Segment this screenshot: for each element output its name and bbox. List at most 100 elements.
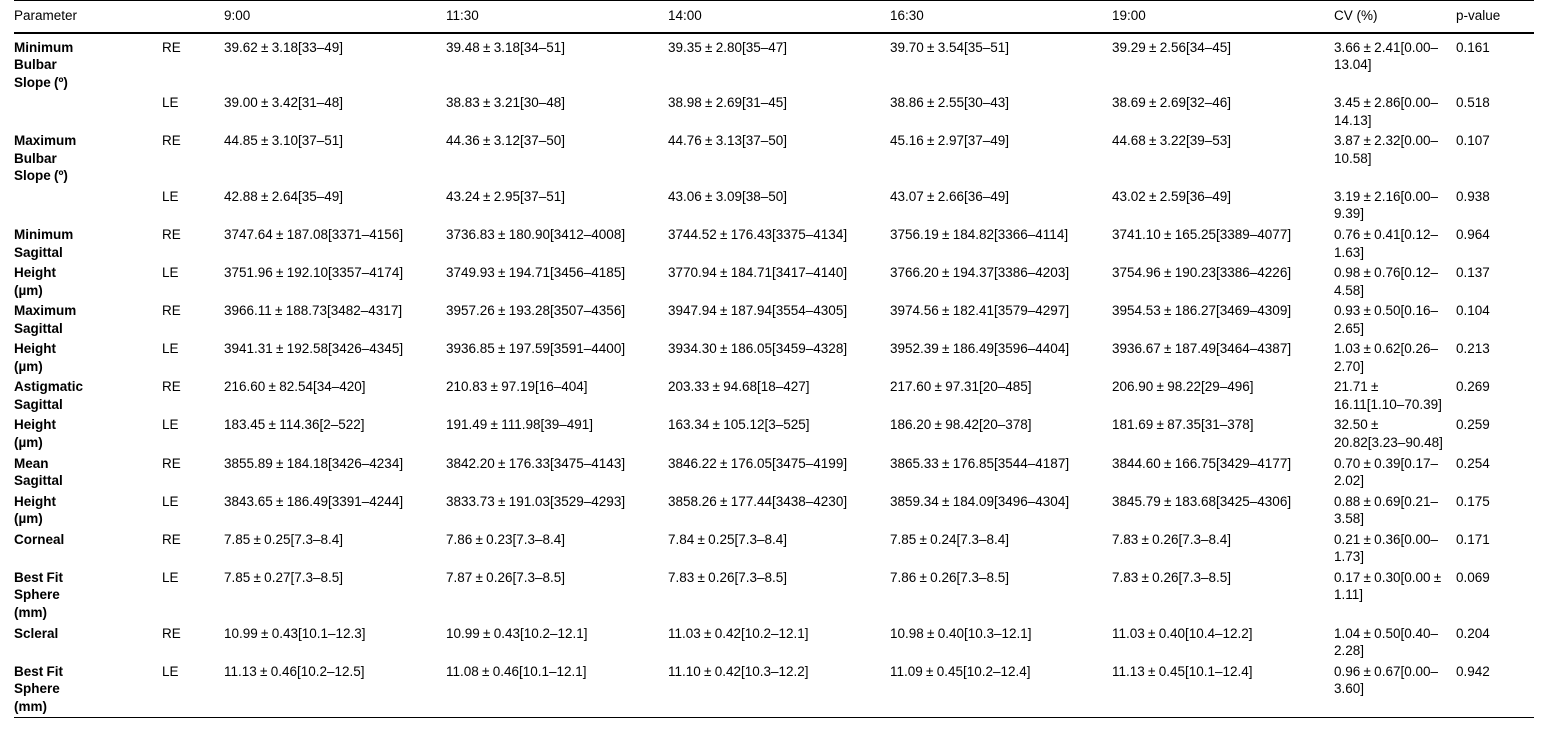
measurements-table: Parameter 9:00 11:30 14:00 16:30 19:00 C… bbox=[14, 0, 1534, 718]
parameter-label-line: (mm) bbox=[14, 698, 47, 714]
value-cell-2: 3957.26 ± 193.28[3507–4356] bbox=[446, 303, 626, 319]
value-cell-3: 3744.52 ± 176.43[3375–4134] bbox=[668, 227, 848, 243]
cv-cell: 3.45 ± 2.86[0.00–14.13] bbox=[1334, 95, 1438, 128]
value-cell-4: 7.85 ± 0.24[7.3–8.4] bbox=[890, 531, 1010, 547]
value-cell-4: 43.07 ± 2.66[36–49] bbox=[890, 188, 1010, 204]
parameter-cell: Maximum Bulbar Slope (º) bbox=[14, 131, 162, 187]
parameter-cell: Mean Sagittal bbox=[14, 453, 162, 491]
pvalue-cell: 0.161 bbox=[1456, 39, 1490, 55]
table-row: Mean Sagittal RE 3855.89 ± 184.18[3426–4234… bbox=[14, 453, 1534, 491]
cv-cell: 0.88 ± 0.69[0.21–3.58] bbox=[1334, 493, 1438, 527]
table-header-row: Parameter 9:00 11:30 14:00 16:30 19:00 C… bbox=[14, 0, 1534, 33]
parameter-label-line: Best Fit bbox=[14, 569, 64, 585]
parameter-label-line: Sagittal bbox=[14, 396, 63, 412]
value-cell-4: 3756.19 ± 184.82[3366–4114] bbox=[890, 227, 1069, 243]
value-cell-2: 210.83 ± 97.19[16–404] bbox=[446, 379, 588, 395]
cv-cell: 0.76 ± 0.41[0.12–1.63] bbox=[1334, 227, 1438, 260]
parameter-label-line: Sagittal bbox=[14, 320, 63, 336]
cv-cell: 32.50 ± 20.82[3.23–90.48] bbox=[1334, 417, 1443, 451]
value-cell-4: 3766.20 ± 194.37[3386–4203] bbox=[890, 265, 1070, 281]
value-cell-4: 7.86 ± 0.26[7.3–8.5] bbox=[890, 569, 1010, 585]
value-cell-5: 7.83 ± 0.26[7.3–8.5] bbox=[1112, 569, 1232, 585]
value-cell-1: 42.88 ± 2.64[35–49] bbox=[224, 188, 344, 204]
value-cell-4: 38.86 ± 2.55[30–43] bbox=[890, 95, 1010, 111]
table-row: Height (µm) LE 3941.31 ± 192.58[3426–4345] 3… bbox=[14, 339, 1534, 377]
pvalue-cell: 0.259 bbox=[1456, 417, 1490, 433]
value-cell-3: 39.35 ± 2.80[35–47] bbox=[668, 39, 788, 55]
column-header-1900: 19:00 bbox=[1112, 8, 1146, 23]
value-cell-2: 43.24 ± 2.95[37–51] bbox=[446, 188, 566, 204]
value-cell-4: 186.20 ± 98.42[20–378] bbox=[890, 417, 1032, 433]
parameter-label-line: Mean bbox=[14, 455, 49, 471]
value-cell-3: 44.76 ± 3.13[37–50] bbox=[668, 133, 788, 149]
value-cell-5: 206.90 ± 98.22[29–496] bbox=[1112, 379, 1254, 395]
value-cell-2: 39.48 ± 3.18[34–51] bbox=[446, 39, 566, 55]
cv-cell: 21.71 ± 16.11[1.10–70.39] bbox=[1334, 379, 1442, 412]
eye-cell: LE bbox=[162, 265, 179, 281]
value-cell-4: 45.16 ± 2.97[37–49] bbox=[890, 133, 1010, 149]
pvalue-cell: 0.204 bbox=[1456, 625, 1490, 641]
value-cell-1: 3843.65 ± 186.49[3391–4244] bbox=[224, 493, 404, 509]
pvalue-cell: 0.213 bbox=[1456, 341, 1490, 357]
table-row: Height (µm) LE 183.45 ± 114.36[2–522] 191.49… bbox=[14, 415, 1534, 453]
eye-cell: RE bbox=[162, 625, 181, 641]
eye-cell: RE bbox=[162, 227, 181, 243]
cv-cell: 3.66 ± 2.41[0.00–13.04] bbox=[1334, 39, 1438, 73]
parameter-cell bbox=[14, 186, 162, 224]
cv-cell: 3.19 ± 2.16[0.00–9.39] bbox=[1334, 188, 1438, 222]
value-cell-5: 38.69 ± 2.69[32–46] bbox=[1112, 95, 1232, 111]
eye-cell: RE bbox=[162, 531, 181, 547]
parameter-label-line: Corneal bbox=[14, 531, 65, 547]
table-row: Best Fit Sphere (mm) LE 7.85 ± 0.27[7.3–8.5]… bbox=[14, 567, 1534, 623]
parameter-label-line: Best Fit bbox=[14, 663, 64, 679]
column-header-parameter: Parameter bbox=[14, 8, 78, 23]
table-body: Minimum Bulbar Slope (º) RE 39.62 ± 3.18[33–… bbox=[14, 33, 1534, 718]
table-container: Parameter 9:00 11:30 14:00 16:30 19:00 C… bbox=[14, 0, 1534, 718]
value-cell-5: 3936.67 ± 187.49[3464–4387] bbox=[1112, 341, 1292, 357]
value-cell-1: 39.00 ± 3.42[31–48] bbox=[224, 95, 344, 111]
cv-cell: 1.04 ± 0.50[0.40–2.28] bbox=[1334, 625, 1438, 659]
value-cell-5: 11.03 ± 0.40[10.4–12.2] bbox=[1112, 625, 1253, 641]
table-row: Minimum Sagittal RE 3747.64 ± 187.08[3371–4… bbox=[14, 225, 1534, 263]
parameter-label-line: Height bbox=[14, 265, 56, 281]
parameter-label-line: Slope (º) bbox=[14, 74, 68, 90]
parameter-cell: Height (µm) bbox=[14, 339, 162, 377]
parameter-label-line: (µm) bbox=[14, 435, 43, 451]
table-head: Parameter 9:00 11:30 14:00 16:30 19:00 C… bbox=[14, 0, 1534, 33]
parameter-cell: Best Fit Sphere (mm) bbox=[14, 661, 162, 718]
value-cell-4: 3952.39 ± 186.49[3596–4404] bbox=[890, 341, 1070, 357]
pvalue-cell: 0.254 bbox=[1456, 455, 1490, 471]
value-cell-1: 3855.89 ± 184.18[3426–4234] bbox=[224, 455, 404, 471]
column-header-cv: CV (%) bbox=[1334, 8, 1378, 23]
value-cell-2: 3936.85 ± 197.59[3591–4400] bbox=[446, 341, 626, 357]
value-cell-5: 7.83 ± 0.26[7.3–8.4] bbox=[1112, 531, 1232, 547]
parameter-label-line: Height bbox=[14, 417, 56, 433]
value-cell-3: 163.34 ± 105.12[3–525] bbox=[668, 417, 810, 433]
value-cell-5: 181.69 ± 87.35[31–378] bbox=[1112, 417, 1254, 433]
value-cell-1: 44.85 ± 3.10[37–51] bbox=[224, 133, 344, 149]
value-cell-3: 11.03 ± 0.42[10.2–12.1] bbox=[668, 625, 809, 641]
eye-cell: LE bbox=[162, 417, 179, 433]
pvalue-cell: 0.137 bbox=[1456, 265, 1490, 281]
value-cell-3: 3846.22 ± 176.05[3475–4199] bbox=[668, 455, 848, 471]
value-cell-5: 3844.60 ± 166.75[3429–4177] bbox=[1112, 455, 1292, 471]
parameter-cell: Height (µm) bbox=[14, 415, 162, 453]
column-header-eye bbox=[162, 1, 224, 33]
eye-cell: RE bbox=[162, 455, 181, 471]
value-cell-2: 38.83 ± 3.21[30–48] bbox=[446, 95, 566, 111]
value-cell-2: 3833.73 ± 191.03[3529–4293] bbox=[446, 493, 626, 509]
value-cell-4: 39.70 ± 3.54[35–51] bbox=[890, 39, 1010, 55]
value-cell-2: 3749.93 ± 194.71[3456–4185] bbox=[446, 265, 626, 281]
value-cell-1: 10.99 ± 0.43[10.1–12.3] bbox=[224, 625, 366, 641]
pvalue-cell: 0.269 bbox=[1456, 379, 1490, 395]
value-cell-5: 3754.96 ± 190.23[3386–4226] bbox=[1112, 265, 1292, 281]
value-cell-3: 43.06 ± 3.09[38–50] bbox=[668, 188, 788, 204]
cv-cell: 0.98 ± 0.76[0.12–4.58] bbox=[1334, 265, 1438, 298]
table-row: Height (µm) LE 3751.96 ± 192.10[3357–4174] 3… bbox=[14, 263, 1534, 301]
cv-cell: 3.87 ± 2.32[0.00–10.58] bbox=[1334, 133, 1438, 166]
value-cell-3: 7.84 ± 0.25[7.3–8.4] bbox=[668, 531, 788, 547]
parameter-cell: Minimum Sagittal bbox=[14, 225, 162, 263]
value-cell-1: 216.60 ± 82.54[34–420] bbox=[224, 379, 366, 395]
value-cell-3: 7.83 ± 0.26[7.3–8.5] bbox=[668, 569, 788, 585]
value-cell-5: 3954.53 ± 186.27[3469–4309] bbox=[1112, 303, 1292, 319]
